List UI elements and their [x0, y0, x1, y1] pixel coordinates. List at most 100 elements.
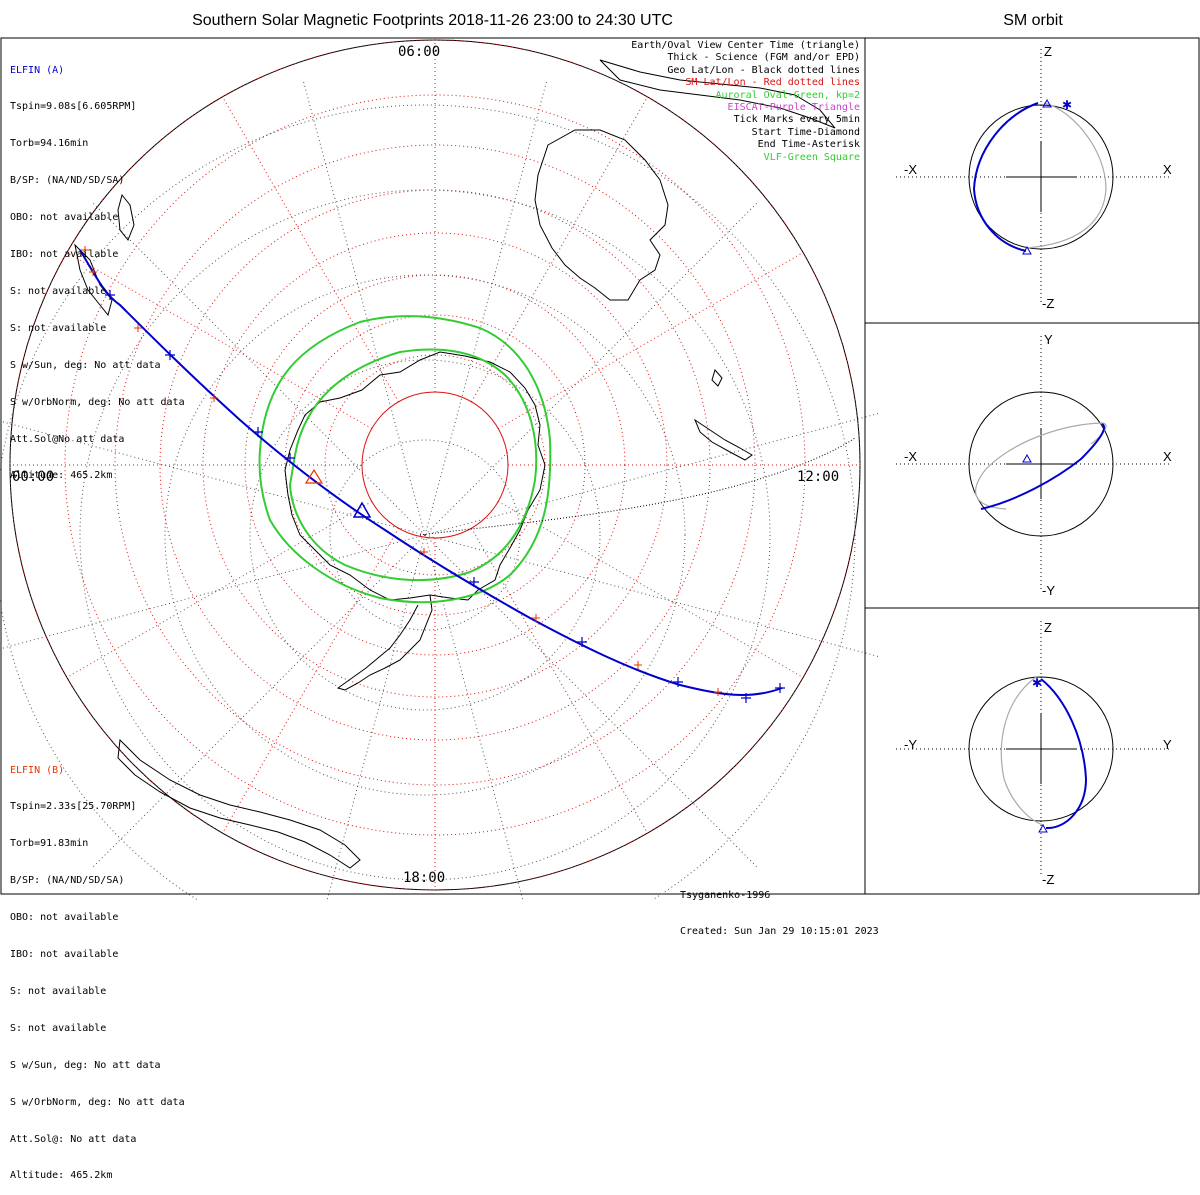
panel3-end-asterisk: ✱	[1032, 676, 1042, 690]
elfin-a-ticks	[105, 290, 785, 703]
panel3-right-label: Y	[1163, 737, 1172, 752]
panel2-top-label: Y	[1044, 332, 1053, 347]
legend-item: VLF-Green Square	[763, 151, 860, 163]
elfin-a-line: S: not available	[10, 322, 107, 334]
panel1-earth	[968, 104, 1114, 250]
geo-lon-line	[424, 202, 758, 536]
sm-frame	[864, 37, 1200, 895]
elfin-b-line: S: not available	[10, 1022, 107, 1034]
elfin-b-line: B/SP: (NA/ND/SD/SA)	[10, 875, 125, 887]
geo-lat-circle	[164, 274, 686, 796]
antarctica-coastline	[284, 351, 546, 601]
panel2-orbit-a	[980, 423, 1106, 510]
legend-item: Earth/Oval View Center Time (triangle)	[631, 40, 860, 51]
sm-grid	[9, 39, 861, 891]
sm-lon-line	[222, 527, 399, 834]
geo-grid	[0, 80, 880, 900]
panel3-top-label: Z	[1044, 620, 1052, 635]
legend-item: Thick - Science (FGM and/or EPD)	[667, 52, 860, 64]
plot-title: Southern Solar Magnetic Footprints 2018-…	[192, 12, 673, 29]
sm-lon-line	[497, 501, 804, 678]
panel1-orbit-a	[972, 102, 1039, 252]
geo-lat-circle	[329, 439, 521, 631]
elfin-b-tick	[532, 614, 540, 622]
panel1-triangle-a	[1042, 98, 1052, 108]
elfin-b-line: Altitude: 465.2km	[10, 1170, 113, 1182]
elfin-b-name: ELFIN (B)	[10, 764, 65, 776]
legend-item: SM Lat/Lon - Red dotted lines	[685, 77, 860, 89]
sm-orbit-title: SM orbit	[1003, 12, 1063, 29]
elfin-a-line: OBO: not available	[10, 212, 119, 224]
elfin-a-line: IBO: not available	[10, 249, 119, 261]
elfin-a-tick	[577, 637, 587, 647]
sm-lon-line	[471, 96, 648, 403]
panel1-top-label: Z	[1044, 44, 1052, 59]
elfin-b-ticks	[81, 246, 722, 696]
elfin-b-tick	[714, 688, 722, 696]
panel1-left-label: -X	[904, 162, 917, 177]
panel1-bottom-label: -Z	[1042, 296, 1055, 311]
elfin-b-tick	[134, 324, 142, 332]
legend-item: Geo Lat/Lon - Black dotted lines	[667, 64, 860, 76]
elfin-a-tick	[253, 427, 263, 437]
elfin-b-line: S w/OrbNorm, deg: No att data	[10, 1096, 185, 1108]
panel2-right-label: X	[1163, 449, 1172, 464]
sm-lat-circle	[9, 39, 861, 891]
elfin-a-tick	[775, 683, 785, 693]
elfin-a-tick	[165, 350, 175, 360]
elfin-a-line: S w/Sun, deg: No att data	[10, 359, 161, 371]
elfin-b-info: ELFIN (B) Tspin=2.33s[25.70RPM] Torb=91.…	[10, 740, 185, 1195]
hour-label-top: 06:00	[398, 44, 441, 60]
sm-lat-circle	[159, 189, 711, 741]
sm-lat-circle	[202, 232, 668, 698]
legend-item: EISCAT-Purple Triangle	[727, 102, 860, 114]
elfin-a-line: Torb=94.16min	[10, 138, 89, 150]
elfin-b-view-center-triangle	[304, 468, 324, 484]
created-label: Created: Sun Jan 29 10:15:01 2023	[680, 926, 879, 937]
sm-lat-circle	[114, 144, 756, 786]
elfin-a-line: Altitude: 465.2km	[10, 470, 113, 482]
geo-lon-line	[302, 80, 426, 536]
geo-lon-line	[424, 80, 548, 536]
legend: Earth/Oval View Center Time (triangle) Th…	[631, 40, 860, 164]
indonesia-coastline	[599, 59, 836, 129]
panel3-orbit-b	[1000, 676, 1045, 826]
australia-coastline	[534, 129, 669, 301]
auroral-oval-inner	[288, 348, 538, 582]
legend-item: Tick Marks every 5min	[733, 114, 860, 126]
elfin-b-tick	[420, 548, 428, 556]
panel3-bottom-label: -Z	[1042, 872, 1055, 887]
panel1-triangle-a2	[1022, 245, 1032, 255]
sm-lon-line	[222, 96, 399, 403]
elfin-a-tick	[741, 693, 751, 703]
elfin-b-line: Att.Sol@: No att data	[10, 1133, 137, 1145]
elfin-b-tick	[81, 246, 89, 254]
panel1-orbit-b	[1025, 102, 1107, 249]
footer: Tsyganenko-1996 Created: Sun Jan 29 10:1…	[680, 866, 879, 950]
hour-label-left: 00:00	[12, 469, 55, 485]
sm-lon-line	[497, 252, 804, 429]
panel2-left-label: -X	[904, 449, 917, 464]
geo-meridian-line	[419, 437, 856, 536]
sm-lon-line	[66, 252, 373, 429]
legend-item: End Time-Asterisk	[757, 139, 860, 151]
elfin-a-tick	[469, 577, 479, 587]
elfin-a-line: B/SP: (NA/ND/SD/SA)	[10, 175, 125, 187]
elfin-b-line: S: not available	[10, 985, 107, 997]
panel2-orbit-b	[975, 422, 1107, 510]
geo-lat-circle	[249, 359, 601, 711]
footprint-map	[0, 37, 1200, 900]
geo-lat-circle	[79, 189, 771, 881]
south-america-coastline	[117, 738, 361, 869]
elfin-b-line: OBO: not available	[10, 912, 119, 924]
geo-lon-line	[424, 534, 758, 868]
elfin-b-line: Tspin=2.33s[25.70RPM]	[10, 801, 137, 813]
panel2-triangle-a	[1022, 453, 1032, 463]
panel3-left-label: -Y	[904, 737, 917, 752]
elfin-a-view-center-triangle	[352, 501, 372, 518]
madagascar-coastline	[117, 193, 135, 241]
sm-orbit-panels: ✱ ✱	[896, 49, 1171, 876]
elfin-a-track	[79, 249, 783, 696]
geo-lat-circle	[0, 104, 856, 900]
geo-lon-line	[326, 534, 426, 900]
